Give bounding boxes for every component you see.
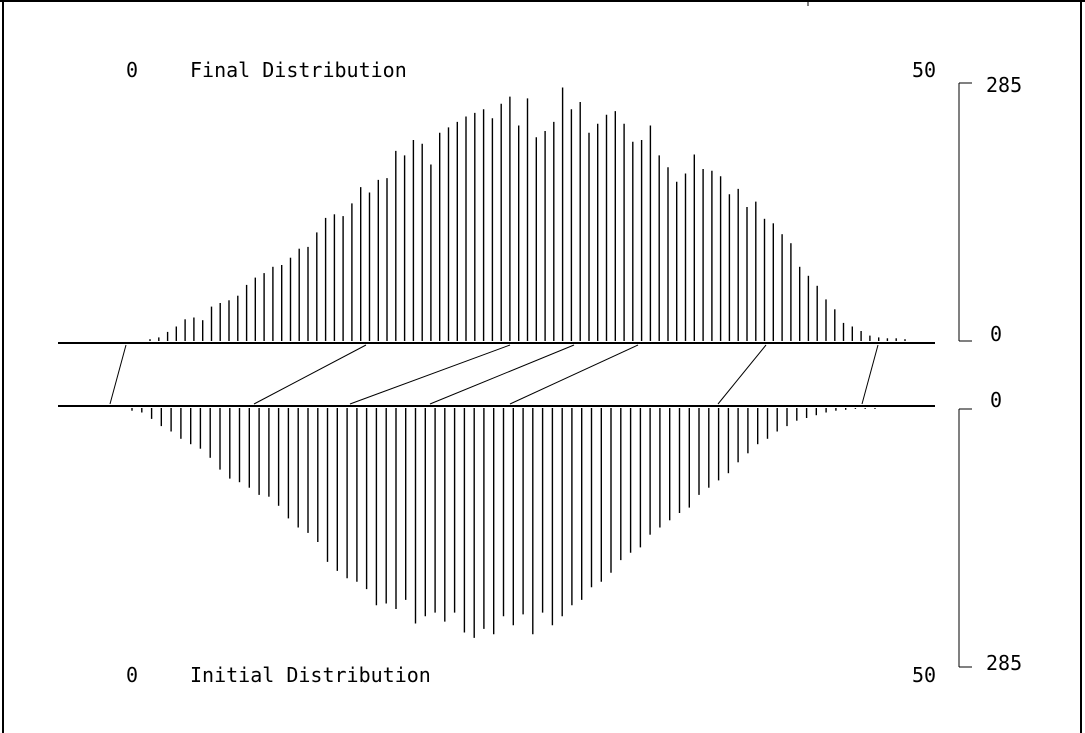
mapping-line	[349, 344, 511, 405]
final-x-max-label: 50	[912, 58, 936, 82]
initial-x-min-label: 0	[126, 663, 138, 687]
initial-title: Initial Distribution	[190, 663, 431, 687]
mapping-line	[429, 344, 575, 405]
final-y-max-label: 285	[986, 73, 1022, 97]
initial-bars-group	[131, 408, 876, 638]
initial-x-max-label: 50	[912, 663, 936, 687]
initial-scale-bracket	[958, 408, 972, 668]
final-bars-group	[149, 87, 906, 341]
mapping-line	[109, 344, 127, 405]
final-title: Final Distribution	[190, 58, 407, 82]
mapping-line	[253, 344, 367, 405]
initial-y-max-label: 285	[986, 651, 1022, 675]
final-y-min-label: 0	[990, 322, 1002, 346]
mapping-line	[509, 344, 639, 405]
initial-y-min-label: 0	[990, 388, 1002, 412]
mapping-lines-group	[109, 344, 879, 405]
mapping-line	[861, 344, 879, 405]
final-x-min-label: 0	[126, 58, 138, 82]
mapping-line	[717, 344, 767, 405]
final-scale-bracket	[958, 82, 972, 342]
